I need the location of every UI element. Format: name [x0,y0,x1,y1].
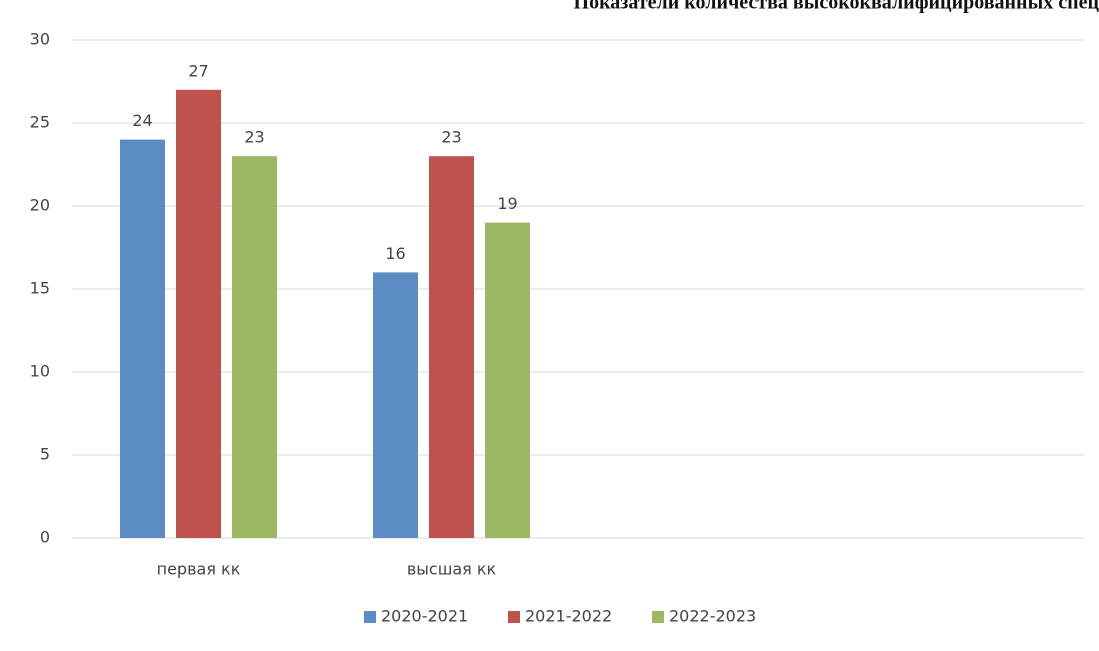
legend-swatch [508,611,520,623]
bar [232,156,277,538]
bar [176,89,221,539]
legend-swatch [652,611,664,623]
bar [485,222,530,538]
x-tick-label: первая кк [157,560,241,579]
y-tick-label: 30 [30,30,50,49]
y-tick-label: 0 [40,528,50,547]
data-label: 24 [132,111,152,130]
data-label: 19 [497,194,517,213]
data-label: 23 [244,128,264,147]
chart-title: Показатели количества высококвалифициров… [574,0,1099,14]
data-label: 16 [385,244,405,263]
y-tick-label: 15 [30,279,50,298]
data-label: 27 [188,61,208,80]
legend-label: 2021-2022 [525,607,612,626]
legend-label: 2020-2021 [381,607,468,626]
bar [429,156,474,538]
legend-label: 2022-2023 [669,607,756,626]
bar [120,139,165,538]
bar [373,272,418,538]
x-tick-label: высшая кк [407,560,497,579]
y-tick-label: 20 [30,196,50,215]
y-tick-label: 25 [30,113,50,132]
y-tick-label: 5 [40,445,50,464]
y-tick-label: 10 [30,362,50,381]
legend-swatch [364,611,376,623]
data-label: 23 [441,128,461,147]
